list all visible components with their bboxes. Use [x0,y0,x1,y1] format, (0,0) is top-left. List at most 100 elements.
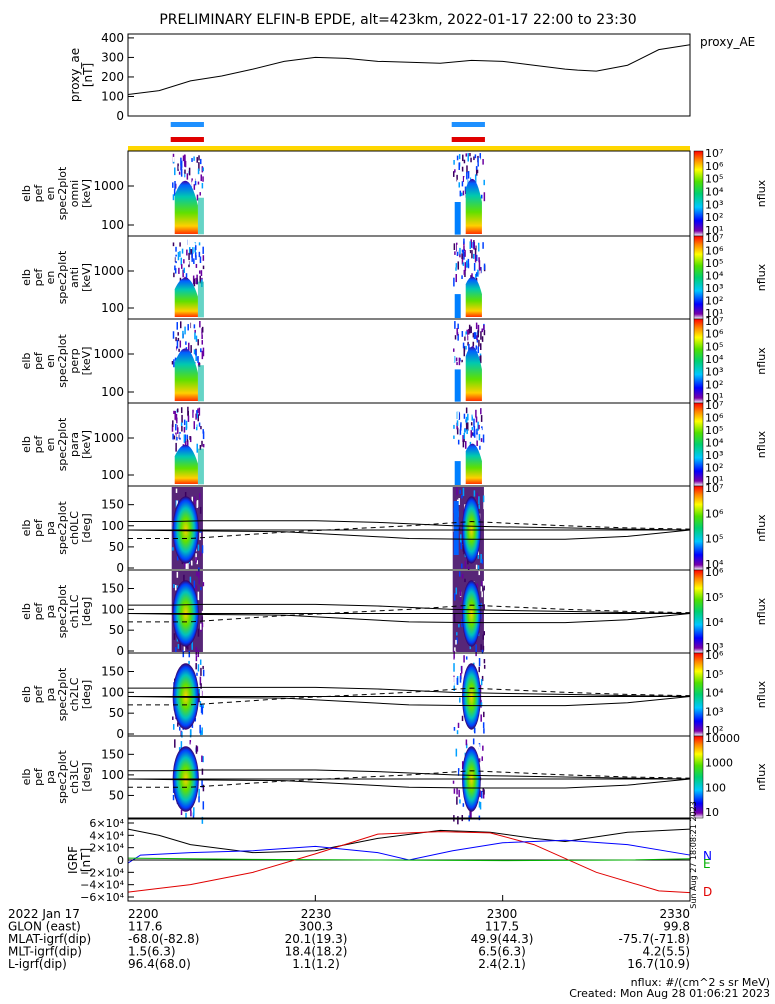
science-zone-bar [170,137,204,142]
spec-panel-0-colorbar [693,150,704,237]
spectrogram-pixel [178,171,181,175]
spec-panel-1-cbar-label: 10⁶ [705,245,724,258]
spectrogram-pixel [200,690,202,699]
spectrogram-pixel [202,582,205,587]
spectrogram-pixel [172,812,175,819]
spectrogram-pixel [172,194,175,201]
pa-panel-1-ylabel: ch1LC [68,594,81,628]
pa-panel-3-frame [127,735,691,819]
spectrogram-pixel [454,169,456,173]
spectrogram-pixel [177,332,179,336]
ae-line [127,44,691,96]
spectrogram-pixel [197,181,200,185]
spectrogram-pixel [195,557,197,563]
spectrogram-pixel [477,565,480,570]
spectrogram-pixel [176,500,178,509]
ephemeris-cell: 6.5(6.3) [478,945,526,959]
spectrogram-pixel [194,329,196,334]
spectrogram-pixel [479,445,481,450]
spectrogram-pixel [201,440,203,447]
spectrogram-flux-region [174,277,198,317]
ephemeris-cell: 20.1(19.3) [285,932,348,946]
spectrogram-pixel [181,414,183,423]
spectrogram-pixel [477,442,479,447]
spectrogram-pixel [196,413,198,419]
pa-panel-1-ylabel: pef [32,602,45,621]
spec-panel-3-colorbar [693,402,704,487]
igrf-ytick-label: −2×10⁴ [80,866,124,879]
spectrogram-pixel [194,189,197,196]
spectrogram-pixel [483,728,485,734]
spectrogram-pixel [458,498,460,505]
pa-panel-0-frame [127,485,691,571]
spectrogram-pixel [183,171,186,178]
spectrogram-pixel [200,623,202,630]
spectrogram-pixel [177,251,180,261]
spectrogram-pixel [467,153,469,162]
spectrogram-pixel [459,697,461,703]
pa-panel-3-cbar-title: nflux [755,763,768,791]
spectrogram-pixel [199,245,202,252]
spectrogram-pixel [202,246,204,254]
spectrogram-pixel [201,616,204,622]
spectrogram-pixel [454,593,456,601]
spectrogram-pixel [172,243,174,252]
spectrogram-pixel [467,258,470,268]
spectrogram-pixel [196,501,199,508]
spec-panel-0-cbar-label: 10⁶ [705,160,724,173]
ephemeris-cell: 4.2(5.5) [642,945,690,959]
spectrogram-pixel [196,274,198,279]
spectrogram-pixel [461,619,463,628]
spectrogram-pixel [454,658,457,665]
spectrogram-pixel [457,278,459,284]
spectrogram-pixel [483,789,485,795]
spec-panel-2-colorbar [693,318,704,404]
spectrogram-pixel [483,179,485,186]
spectrogram-flux-region [197,365,204,402]
science-zone-bar [170,122,204,127]
spectrogram-pixel [479,802,482,810]
spectrogram-pixel [193,580,196,589]
spectrogram-pixel [464,262,467,271]
spectrogram-flux-region [465,178,482,234]
spectrogram-pixel [194,424,196,433]
spec-panel-2-cbar-label: 10⁵ [705,340,723,353]
spectrogram-pixel [202,784,205,792]
spectrogram-pixel [477,329,479,338]
spectrogram-pixel [471,414,474,421]
spectrogram-pixel [475,273,477,281]
spectrogram-pixel [473,418,475,428]
spec-panel-2-ylabel: pef [32,351,45,370]
spectrogram-pixel [192,180,194,188]
spectrogram-pixel [183,154,186,163]
spectrogram-pixel [184,160,187,168]
spectrogram-pixel [476,335,478,341]
spectrogram-pixel [454,321,456,329]
spectrogram-pixel [182,330,184,339]
spectrogram-pixel [186,434,188,440]
loss-cone-line [127,529,691,540]
spectrogram-pixel [198,407,201,416]
spec-panel-1-cbar-label: 10⁴ [705,270,724,283]
spectrogram-pixel [201,755,203,762]
spectrogram-pixel [195,423,197,428]
spectrogram-pixel [456,420,459,426]
spectrogram-pixel [478,801,481,808]
spec-panel-2-cbar-title: nflux [755,347,768,375]
spectrogram-pixel [482,645,485,651]
spectrogram-pixel [478,157,481,165]
spectrogram-pixel [468,324,471,334]
spectrogram-pixel [191,496,194,504]
spec-panel-2-ylabel: [keV] [80,347,93,376]
pa-panel-0-ylabel: spec2plot [56,501,69,555]
spectrogram-pixel [475,166,478,176]
spectrogram-pixel [196,443,198,453]
spectrogram-pixel [193,412,196,419]
spectrogram-pixel [457,768,460,776]
spectrogram-pixel [453,663,455,672]
spectrogram-pixel [174,410,176,420]
spectrogram-pixel [189,435,191,440]
spectrogram-pixel [463,347,466,357]
